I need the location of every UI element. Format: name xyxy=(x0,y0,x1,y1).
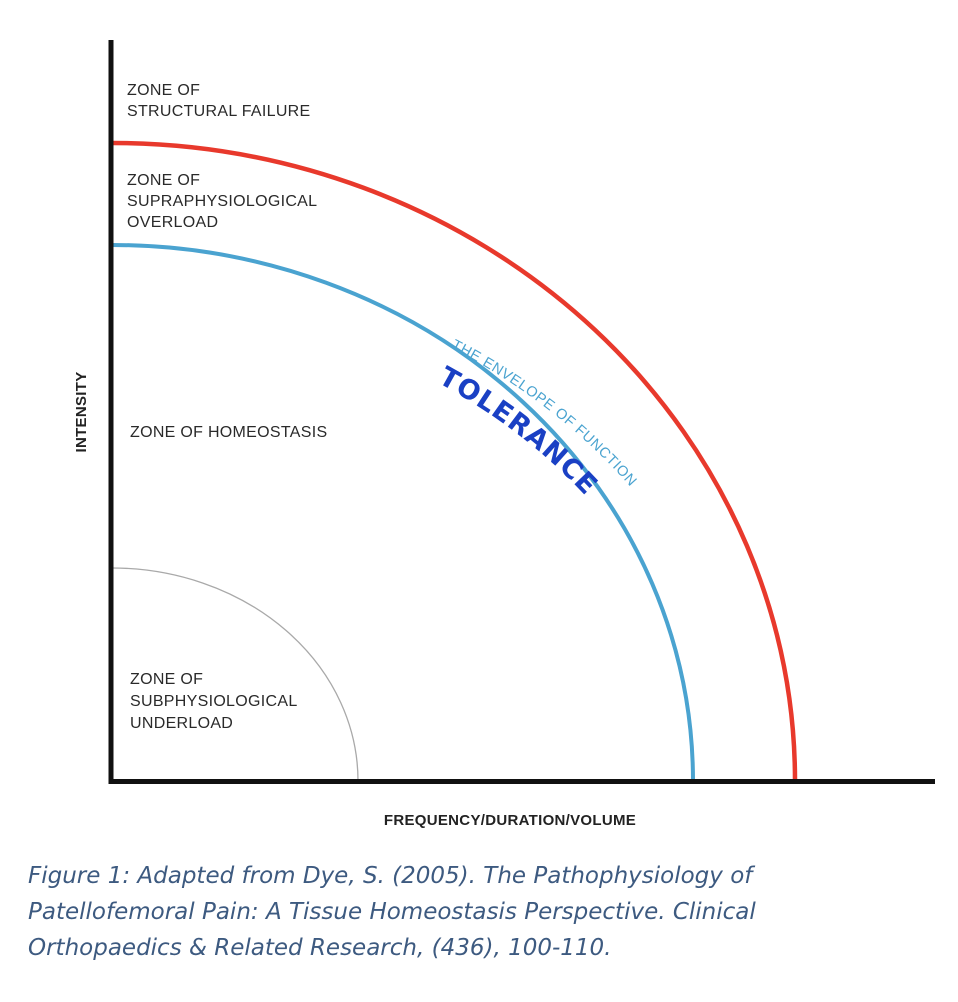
y-axis-label: INTENSITY xyxy=(73,371,90,452)
svg-text:ZONE OF HOMEOSTASIS: ZONE OF HOMEOSTASIS xyxy=(130,424,327,441)
svg-text:UNDERLOAD: UNDERLOAD xyxy=(130,715,233,732)
svg-text:SUBPHYSIOLOGICAL: SUBPHYSIOLOGICAL xyxy=(130,693,298,710)
svg-text:OVERLOAD: OVERLOAD xyxy=(127,214,218,231)
underload-boundary-curve xyxy=(111,567,359,782)
structural-failure-curve xyxy=(111,140,798,782)
svg-text:ZONE OF: ZONE OF xyxy=(127,82,200,99)
caption-line: Orthopaedics & Related Research, (436), … xyxy=(28,935,612,961)
svg-text:ZONE OF: ZONE OF xyxy=(130,671,203,688)
zone-label-homeostasis: ZONE OF HOMEOSTASIS xyxy=(130,424,327,441)
caption-line: Patellofemoral Pain: A Tissue Homeostasi… xyxy=(28,899,756,925)
zone-label-structural-failure: ZONE OF STRUCTURAL FAILURE xyxy=(127,82,311,120)
svg-text:STRUCTURAL FAILURE: STRUCTURAL FAILURE xyxy=(127,103,311,120)
x-axis-label: FREQUENCY/DURATION/VOLUME xyxy=(384,812,636,829)
envelope-of-function-curve xyxy=(111,243,695,782)
svg-text:ZONE OF: ZONE OF xyxy=(127,172,200,189)
zone-label-supraphysiological-overload: ZONE OF SUPRAPHYSIOLOGICAL OVERLOAD xyxy=(127,172,317,231)
svg-text:SUPRAPHYSIOLOGICAL: SUPRAPHYSIOLOGICAL xyxy=(127,193,317,210)
caption-line: Figure 1: Adapted from Dye, S. (2005). T… xyxy=(28,863,753,889)
zone-diagram: INTENSITY FREQUENCY/DURATION/VOLUME ZONE… xyxy=(73,40,935,829)
zone-label-subphysiological-underload: ZONE OF SUBPHYSIOLOGICAL UNDERLOAD xyxy=(130,671,298,732)
figure-caption: Figure 1: Adapted from Dye, S. (2005). T… xyxy=(28,858,928,966)
